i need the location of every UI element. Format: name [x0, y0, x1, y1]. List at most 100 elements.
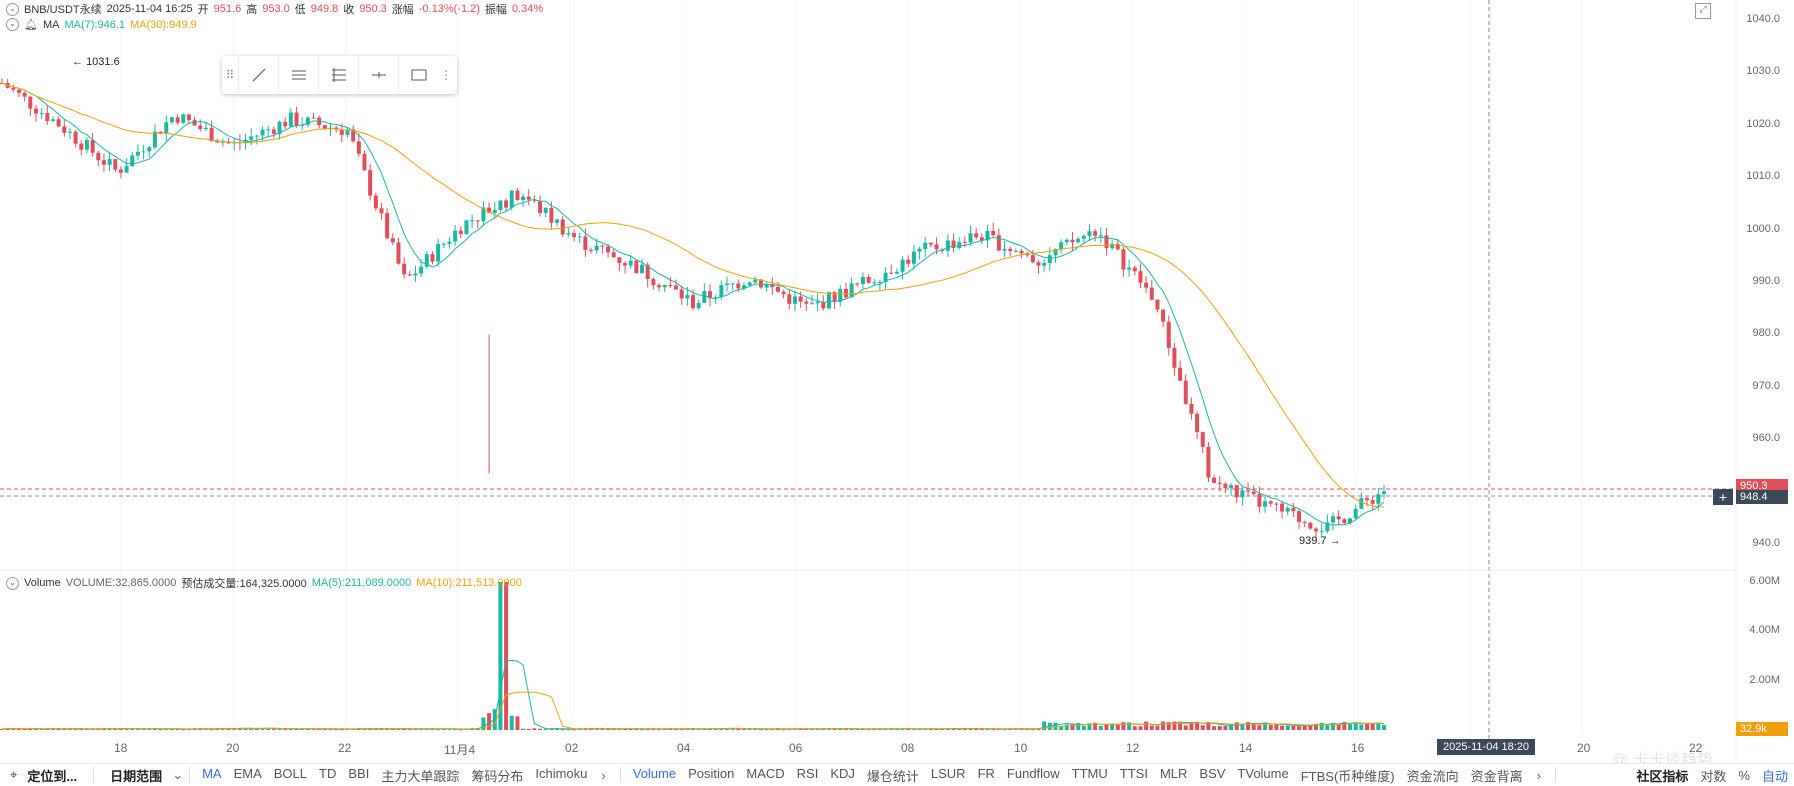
volume-bars [0, 582, 1386, 731]
fullscreen-icon[interactable]: ⤢ [1695, 3, 1711, 19]
price-tick-label: 940.0 [1752, 537, 1780, 549]
candle-body [1376, 494, 1381, 504]
chevron-right-icon[interactable]: › [601, 767, 606, 783]
rectangle-tool-icon[interactable] [398, 56, 438, 94]
volume-bar [1348, 723, 1353, 730]
volume-bar [373, 729, 378, 731]
open-label: 开 [197, 4, 209, 16]
community-indicators-button[interactable]: 社区指标 [1636, 768, 1689, 784]
parallel-channel-tool-icon[interactable] [278, 56, 318, 94]
volume-bar [1098, 725, 1103, 730]
sub-indicator-tab[interactable]: LSUR [930, 765, 966, 781]
candle-body [101, 160, 106, 165]
sub-indicator-tab[interactable]: 资金背离 [1470, 768, 1523, 784]
volume-bar [532, 728, 537, 730]
sub-indicator-tab[interactable]: TTSI [1119, 765, 1148, 781]
chevron-down-icon[interactable]: ⌄ [172, 767, 184, 782]
volume-bar [1234, 722, 1239, 730]
sub-indicator-tab[interactable]: Position [688, 765, 735, 781]
main-indicator-tab[interactable]: BBI [348, 765, 370, 781]
sub-indicator-tab[interactable]: TVolume [1237, 765, 1289, 781]
locate-button[interactable]: 定位到... [27, 768, 78, 784]
candle-body [764, 284, 769, 288]
volume-bar [1217, 725, 1222, 730]
volume-bar [521, 728, 526, 730]
sub-indicator-tab[interactable]: 资金流向 [1406, 768, 1459, 784]
volume-estimate: 预估成交量:164,325.0000 [181, 578, 307, 590]
candle-body [90, 140, 95, 153]
sub-indicator-tab[interactable]: FTBS(币种维度) [1300, 768, 1395, 784]
volume-bar [679, 728, 684, 730]
main-indicator-tab[interactable]: TD [319, 765, 337, 781]
price-tick-label: 1040.0 [1746, 13, 1780, 25]
main-indicator-tab[interactable]: EMA [233, 765, 262, 781]
candle-body [1297, 511, 1302, 522]
sub-indicator-tab[interactable]: MLR [1159, 765, 1188, 781]
candle-body [838, 288, 843, 302]
divider [619, 767, 621, 783]
volume-bar [1274, 724, 1279, 730]
locate-icon[interactable]: ⌖ [10, 767, 18, 782]
candle-body [33, 108, 38, 114]
collapse-chevron-icon[interactable]: ⌄ [6, 2, 19, 16]
sub-indicator-tab[interactable]: TTMU [1071, 765, 1108, 781]
volume-bar [560, 729, 565, 731]
chevron-right-icon[interactable]: › [1536, 767, 1541, 783]
add-alert-plus-icon[interactable]: + [1713, 489, 1733, 505]
candle-body [1246, 490, 1251, 492]
candle-body [186, 114, 191, 121]
bell-icon[interactable]: 🔔︎ [24, 19, 38, 31]
candle-body [872, 282, 877, 284]
sub-indicator-tab[interactable]: RSI [796, 765, 819, 781]
candle-body [1178, 367, 1183, 381]
volume-bar [113, 728, 118, 730]
collapse-chevron-icon[interactable]: ⌄ [6, 576, 19, 590]
percent-scale-toggle[interactable]: % [1738, 767, 1750, 783]
volume-bar [447, 728, 452, 730]
sub-indicator-tab[interactable]: MACD [746, 765, 785, 781]
candle-body [441, 243, 446, 245]
candle-body [600, 245, 605, 247]
volume-bar [1144, 721, 1149, 730]
log-scale-toggle[interactable]: 对数 [1700, 768, 1727, 784]
candle-body [753, 279, 758, 283]
main-indicator-tab[interactable]: MA [202, 765, 222, 781]
volume-bar [107, 728, 112, 730]
volume-bar [1382, 725, 1386, 730]
candle-body [481, 207, 486, 222]
drag-handle-icon[interactable]: ⋮ [440, 68, 452, 82]
candle-body [617, 257, 622, 264]
main-indicator-tab[interactable]: 筹码分布 [471, 768, 524, 784]
trend-line-tool-icon[interactable] [238, 56, 278, 94]
candle-body [1229, 485, 1234, 489]
volume-bar [826, 728, 831, 730]
candle-body [923, 242, 928, 249]
ma-label[interactable]: MA [42, 18, 60, 31]
volume-label[interactable]: Volume [24, 577, 61, 589]
main-indicator-tab[interactable]: Ichimoku [535, 765, 588, 781]
drag-handle-icon[interactable]: ⠿ [225, 68, 235, 82]
candle-body [96, 152, 101, 161]
volume-bar [1166, 722, 1171, 730]
candle-body [1098, 235, 1103, 237]
candle-body [368, 170, 373, 196]
candle-body [1217, 482, 1222, 484]
sub-indicator-tab[interactable]: BSV [1199, 765, 1226, 781]
auto-scale-toggle[interactable]: 自动 [1761, 768, 1788, 784]
change-label: 涨幅 [391, 4, 414, 16]
collapse-chevron-icon[interactable]: ⌄ [6, 18, 19, 31]
horizontal-line-tool-icon[interactable] [358, 56, 398, 94]
sub-indicator-tab[interactable]: Volume [632, 765, 677, 781]
sub-indicator-tab[interactable]: 爆仓统计 [866, 768, 919, 784]
main-indicator-tab[interactable]: 主力大单跟踪 [381, 768, 460, 784]
sub-indicator-tab[interactable]: FR [977, 765, 995, 781]
sub-indicator-tab[interactable]: Fundflow [1006, 765, 1060, 781]
date-range-button[interactable]: 日期范围 [110, 768, 163, 784]
candle-body [1348, 518, 1353, 524]
main-indicator-tab[interactable]: BOLL [273, 765, 308, 781]
open-value: 951.6 [213, 3, 242, 15]
volume-bar [311, 729, 316, 731]
sub-indicator-tab[interactable]: KDJ [830, 765, 855, 781]
fib-tool-icon[interactable] [318, 56, 358, 94]
